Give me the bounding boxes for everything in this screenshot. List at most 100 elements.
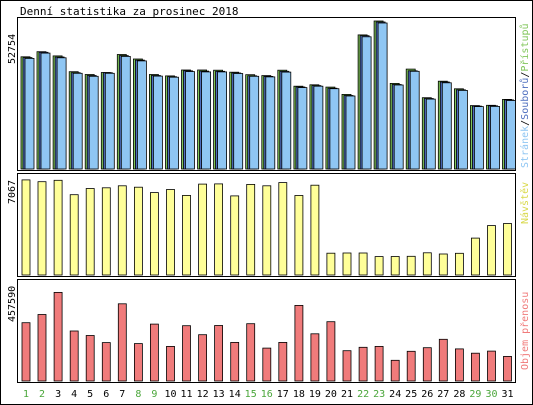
day-label-7: 7 xyxy=(119,389,125,400)
day-label-14: 14 xyxy=(229,389,241,400)
prenos-bar-day-28 xyxy=(454,348,464,382)
navstev-bar-day-2 xyxy=(37,181,47,276)
day-label-1: 1 xyxy=(23,389,29,400)
stranek-bar-day-25 xyxy=(409,70,420,170)
day-label-3: 3 xyxy=(55,389,61,400)
day-label-18: 18 xyxy=(293,389,305,400)
navstev-bar-day-13 xyxy=(214,183,224,276)
prenos-bar-day-18 xyxy=(294,304,304,382)
bottom-panel: 457590 Objem přenosu xyxy=(7,279,531,383)
navstev-bar-day-30 xyxy=(487,225,496,276)
navstev-bar-day-1 xyxy=(21,179,31,276)
middle-panel-bars xyxy=(21,179,512,276)
stranek-bar-day-17 xyxy=(281,71,292,170)
prenos-bar-day-16 xyxy=(262,347,272,382)
stranek-bar-day-1 xyxy=(24,58,35,170)
day-label-31: 31 xyxy=(501,389,513,400)
navstev-bar-day-22 xyxy=(358,252,368,276)
navstev-bar-day-20 xyxy=(326,252,336,276)
day-label-6: 6 xyxy=(103,389,109,400)
day-label-23: 23 xyxy=(373,389,385,400)
day-label-24: 24 xyxy=(389,389,401,400)
navstev-bar-day-31 xyxy=(503,223,512,276)
prenos-bar-day-13 xyxy=(214,325,224,382)
day-label-20: 20 xyxy=(325,389,337,400)
day-label-19: 19 xyxy=(309,389,321,400)
stranek-bar-day-7 xyxy=(120,56,131,170)
stranek-bar-day-20 xyxy=(329,88,340,170)
prenos-bar-day-23 xyxy=(374,345,384,382)
legend-objem-prenosu: Objem přenosu xyxy=(519,292,531,370)
stranek-bar-day-22 xyxy=(361,36,372,170)
stranek-bar-day-5 xyxy=(88,75,99,170)
day-label-27: 27 xyxy=(437,389,449,400)
legend-separator-1: / xyxy=(520,120,531,126)
legend-souboru: Souborů xyxy=(519,78,531,120)
stranek-bar-day-31 xyxy=(506,100,516,170)
middle-panel-y-max-label: 7067 xyxy=(7,180,18,204)
day-label-15: 15 xyxy=(245,389,257,400)
legend-stranek: Stránek xyxy=(519,126,531,168)
prenos-bar-day-2 xyxy=(37,314,47,382)
legend-navstev: Návštěv xyxy=(519,182,531,224)
day-label-8: 8 xyxy=(135,389,141,400)
prenos-bar-day-4 xyxy=(69,330,79,382)
day-label-28: 28 xyxy=(453,389,465,400)
stranek-bar-day-23 xyxy=(377,22,388,170)
stranek-bar-day-10 xyxy=(169,76,179,170)
prenos-bar-day-19 xyxy=(310,333,320,382)
legend-pristupu: Přístupů xyxy=(519,23,531,71)
navstev-bar-day-27 xyxy=(438,253,448,276)
day-label-22: 22 xyxy=(357,389,369,400)
prenos-bar-day-11 xyxy=(182,325,191,382)
stranek-bar-day-4 xyxy=(72,72,83,170)
day-label-21: 21 xyxy=(341,389,353,400)
day-label-12: 12 xyxy=(197,389,209,400)
day-label-25: 25 xyxy=(405,389,417,400)
bottom-panel-bars xyxy=(21,291,512,382)
stranek-bar-day-13 xyxy=(217,71,228,170)
navstev-bar-day-4 xyxy=(69,194,79,276)
prenos-bar-day-9 xyxy=(149,323,159,382)
prenos-bar-day-5 xyxy=(85,335,95,382)
stranek-bar-day-26 xyxy=(425,98,436,170)
prenos-bar-day-15 xyxy=(246,323,256,382)
navstev-bar-day-5 xyxy=(85,188,95,276)
day-label-10: 10 xyxy=(164,389,176,400)
navstev-bar-day-7 xyxy=(117,185,127,276)
navstev-bar-day-17 xyxy=(278,182,288,276)
stranek-bar-day-2 xyxy=(40,52,51,170)
navstev-bar-day-11 xyxy=(182,194,191,276)
day-label-30: 30 xyxy=(485,389,497,400)
stranek-bar-day-28 xyxy=(457,90,468,170)
chart-title: Denní statistika za prosinec 2018 xyxy=(20,5,239,18)
stranek-bar-day-19 xyxy=(313,85,324,170)
x-axis-day-labels: 1 2 3 4 5 6 7 8 9 10 11 12 13 14 15 16 17 18 19 20 21 22 23 24 2… xyxy=(23,389,514,400)
stranek-bar-day-14 xyxy=(233,73,244,170)
navstev-bar-day-14 xyxy=(230,195,240,276)
day-label-17: 17 xyxy=(277,389,289,400)
prenos-bar-day-31 xyxy=(503,355,512,382)
navstev-bar-day-24 xyxy=(390,256,400,276)
prenos-bar-day-17 xyxy=(278,341,288,382)
stranek-bar-day-16 xyxy=(265,76,276,170)
navstev-bar-day-16 xyxy=(262,185,272,276)
legend-separator-2: / xyxy=(520,72,531,78)
stranek-bar-day-12 xyxy=(201,71,212,170)
prenos-bar-day-1 xyxy=(21,322,31,382)
bottom-panel-y-max-label: 457590 xyxy=(7,286,18,322)
navstev-bar-day-26 xyxy=(422,252,432,276)
prenos-bar-day-14 xyxy=(230,341,240,382)
navstev-bar-day-21 xyxy=(342,252,352,276)
day-label-26: 26 xyxy=(421,389,433,400)
prenos-bar-day-21 xyxy=(342,350,352,382)
day-label-11: 11 xyxy=(180,389,192,400)
navstev-bar-day-29 xyxy=(470,237,480,276)
stranek-bar-day-21 xyxy=(345,95,356,170)
stranek-bar-day-30 xyxy=(490,106,500,170)
middle-panel: 7067 Návštěv xyxy=(7,173,531,277)
prenos-bar-day-10 xyxy=(166,345,175,382)
day-label-4: 4 xyxy=(71,389,77,400)
day-label-5: 5 xyxy=(87,389,93,400)
